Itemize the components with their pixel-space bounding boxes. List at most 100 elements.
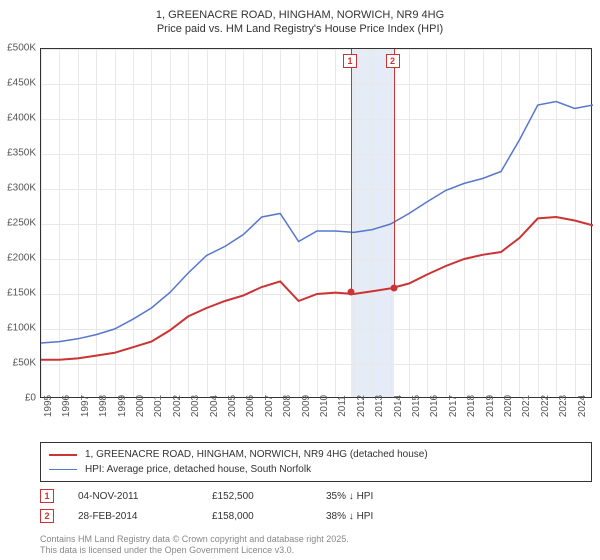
gridline-v xyxy=(464,49,465,397)
gridline-v xyxy=(280,49,281,397)
y-tick-label: £0 xyxy=(25,393,36,404)
x-tick-label: 2009 xyxy=(301,395,312,417)
gridline-h xyxy=(41,84,591,85)
sales-price: £158,000 xyxy=(212,511,302,522)
sales-marker: 2 xyxy=(40,509,54,523)
y-tick-label: £450K xyxy=(7,78,36,89)
gridline-h xyxy=(41,294,591,295)
title-line-2: Price paid vs. HM Land Registry's House … xyxy=(0,22,600,36)
x-tick-label: 2019 xyxy=(485,395,496,417)
gridline-v xyxy=(59,49,60,397)
sales-price: £152,500 xyxy=(212,491,302,502)
y-tick-label: £100K xyxy=(7,323,36,334)
gridline-v xyxy=(335,49,336,397)
gridline-v xyxy=(317,49,318,397)
x-tick-label: 2003 xyxy=(190,395,201,417)
x-tick-label: 2018 xyxy=(466,395,477,417)
legend-swatch xyxy=(49,469,77,471)
gridline-v xyxy=(538,49,539,397)
gridline-v xyxy=(96,49,97,397)
gridline-h xyxy=(41,189,591,190)
gridline-h xyxy=(41,329,591,330)
marker-dot xyxy=(390,285,397,292)
x-tick-label: 2006 xyxy=(245,395,256,417)
footer-line-2: This data is licensed under the Open Gov… xyxy=(40,545,349,556)
x-tick-label: 2022 xyxy=(540,395,551,417)
gridline-v xyxy=(575,49,576,397)
gridline-v xyxy=(243,49,244,397)
y-tick-label: £200K xyxy=(7,253,36,264)
gridline-h xyxy=(41,154,591,155)
x-tick-label: 2014 xyxy=(393,395,404,417)
y-tick-label: £350K xyxy=(7,148,36,159)
gridline-v xyxy=(483,49,484,397)
x-tick-label: 2021 xyxy=(521,395,532,417)
sales-table: 1 04-NOV-2011 £152,500 35% ↓ HPI 228-FEB-201… xyxy=(40,486,592,526)
x-tick-label: 2017 xyxy=(448,395,459,417)
gridline-v xyxy=(501,49,502,397)
x-tick-label: 1996 xyxy=(61,395,72,417)
gridline-h xyxy=(41,49,591,50)
plot-area xyxy=(40,48,592,398)
y-tick-label: £150K xyxy=(7,288,36,299)
x-tick-label: 2002 xyxy=(172,395,183,417)
x-tick-label: 2008 xyxy=(282,395,293,417)
x-tick-label: 2005 xyxy=(227,395,238,417)
y-tick-label: £250K xyxy=(7,218,36,229)
x-tick-label: 1995 xyxy=(43,395,54,417)
x-tick-label: 1999 xyxy=(117,395,128,417)
legend: 1, GREENACRE ROAD, HINGHAM, NORWICH, NR9… xyxy=(40,442,592,482)
gridline-v xyxy=(188,49,189,397)
x-axis: 1995199619971998199920002001200220032004… xyxy=(40,398,592,438)
legend-item: 1, GREENACRE ROAD, HINGHAM, NORWICH, NR9… xyxy=(49,447,583,462)
sales-marker: 1 xyxy=(40,489,54,503)
gridline-v xyxy=(151,49,152,397)
gridline-v xyxy=(446,49,447,397)
gridline-v xyxy=(207,49,208,397)
sales-row: 228-FEB-2014£158,00038% ↓ HPI xyxy=(40,506,592,526)
x-tick-label: 1998 xyxy=(98,395,109,417)
y-tick-label: £300K xyxy=(7,183,36,194)
gridline-v xyxy=(115,49,116,397)
gridline-v xyxy=(41,49,42,397)
chart-title: 1, GREENACRE ROAD, HINGHAM, NORWICH, NR9… xyxy=(0,0,600,39)
gridline-v xyxy=(78,49,79,397)
y-tick-label: £500K xyxy=(7,43,36,54)
legend-item: HPI: Average price, detached house, Sout… xyxy=(49,462,583,477)
gridline-v xyxy=(409,49,410,397)
x-tick-label: 2016 xyxy=(429,395,440,417)
legend-label: HPI: Average price, detached house, Sout… xyxy=(85,464,311,475)
y-tick-label: £400K xyxy=(7,113,36,124)
legend-label: 1, GREENACRE ROAD, HINGHAM, NORWICH, NR9… xyxy=(85,449,428,460)
gridline-h xyxy=(41,364,591,365)
gridline-v xyxy=(354,49,355,397)
x-tick-label: 2000 xyxy=(135,395,146,417)
marker-box-1: 1 xyxy=(343,54,357,68)
x-tick-label: 2013 xyxy=(374,395,385,417)
x-tick-label: 2015 xyxy=(411,395,422,417)
sales-row: 1 04-NOV-2011 £152,500 35% ↓ HPI xyxy=(40,486,592,506)
gridline-h xyxy=(41,224,591,225)
gridline-v xyxy=(225,49,226,397)
sales-delta: 35% ↓ HPI xyxy=(326,491,373,502)
footer-attribution: Contains HM Land Registry data © Crown c… xyxy=(40,534,349,556)
x-tick-label: 2023 xyxy=(558,395,569,417)
x-tick-label: 2012 xyxy=(356,395,367,417)
marker-line xyxy=(394,49,395,288)
legend-swatch xyxy=(49,454,77,456)
gridline-v xyxy=(262,49,263,397)
marker-dot xyxy=(348,289,355,296)
sales-date: 04-NOV-2011 xyxy=(78,491,188,502)
x-tick-label: 2010 xyxy=(319,395,330,417)
y-tick-label: £50K xyxy=(13,358,36,369)
x-tick-label: 2011 xyxy=(337,395,348,417)
y-axis: £0£50K£100K£150K£200K£250K£300K£350K£400… xyxy=(0,48,40,398)
gridline-v xyxy=(519,49,520,397)
gridline-v xyxy=(372,49,373,397)
x-tick-label: 2020 xyxy=(503,395,514,417)
gridline-v xyxy=(427,49,428,397)
chart-container: 1, GREENACRE ROAD, HINGHAM, NORWICH, NR9… xyxy=(0,0,600,560)
title-line-1: 1, GREENACRE ROAD, HINGHAM, NORWICH, NR9… xyxy=(0,8,600,22)
x-tick-label: 1997 xyxy=(80,395,91,417)
gridline-v xyxy=(170,49,171,397)
